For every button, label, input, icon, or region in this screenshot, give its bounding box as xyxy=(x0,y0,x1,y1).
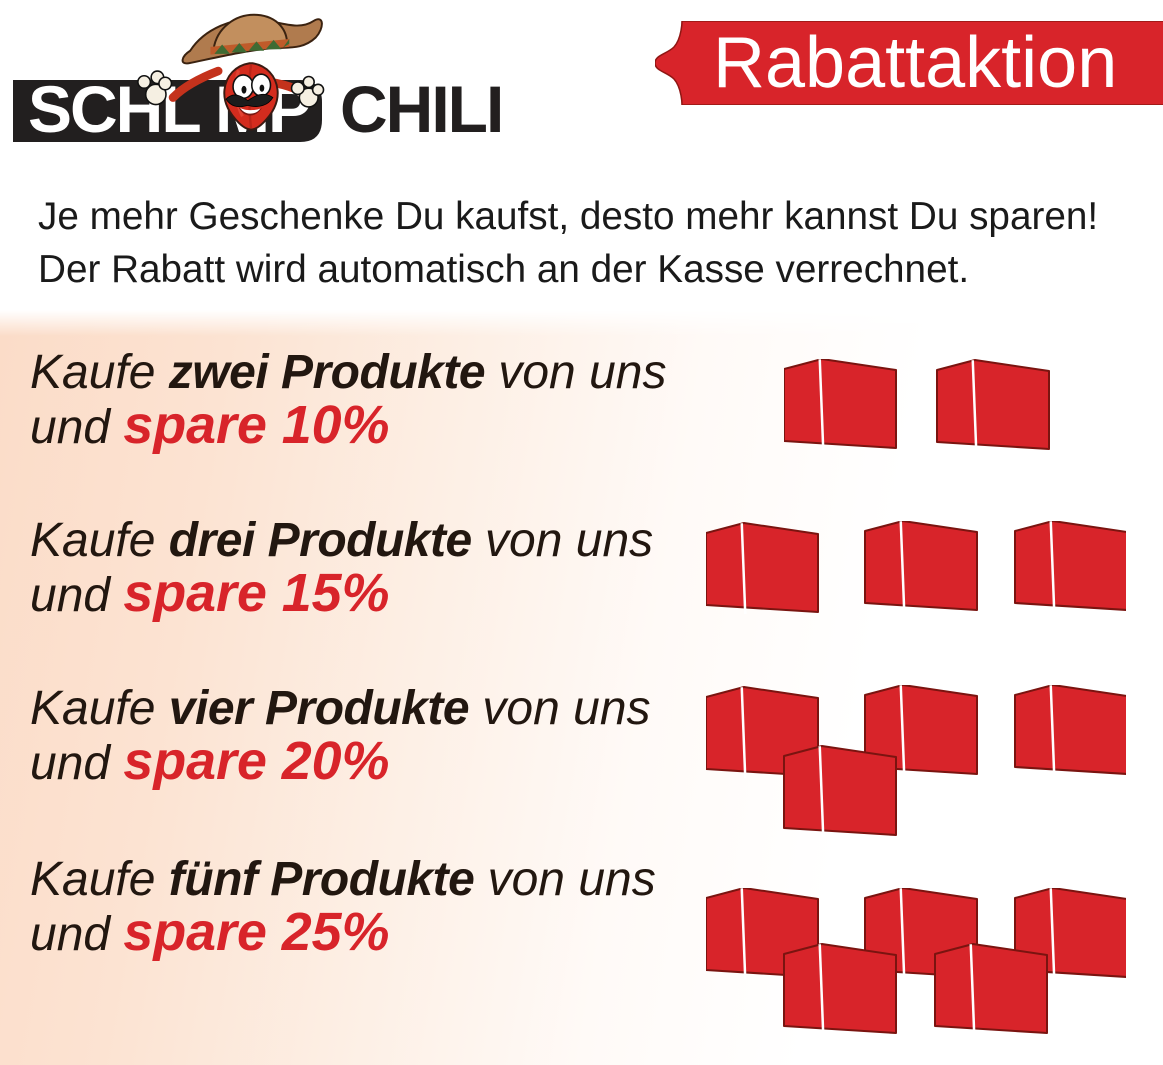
svg-text:CHILI: CHILI xyxy=(340,72,502,146)
svg-text:Rabattaktion: Rabattaktion xyxy=(713,23,1117,103)
svg-text:SCHL: SCHL xyxy=(28,72,200,146)
